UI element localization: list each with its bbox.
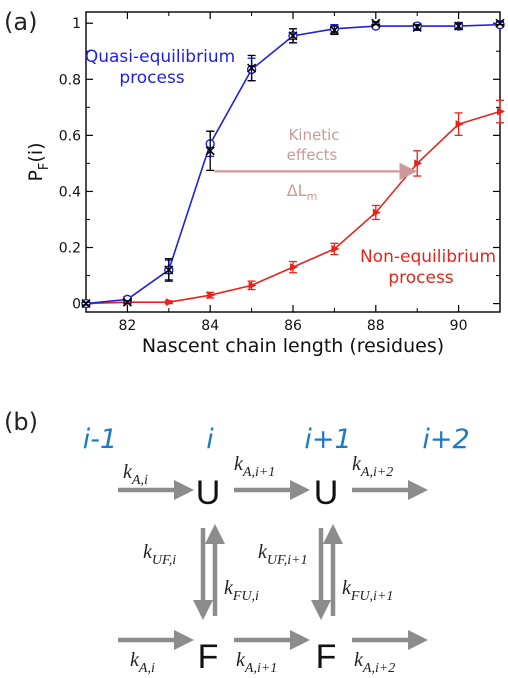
y-tick-label: 0.2 [59,241,81,257]
rate-bottom-2: kA,i+2 [354,649,395,676]
non-equilibrium-point [372,208,381,217]
panel-a-label: (a) [4,8,38,36]
rate-bottom-1: kA,i+1 [236,649,277,676]
cross-marker-point [81,299,91,309]
y-tick-label: 0.4 [59,184,81,200]
x-tick-label: 88 [367,318,385,334]
index-label-i: i [206,424,214,455]
y-tick-label: 0 [72,297,81,313]
kinetic-label-line2: effects [287,146,338,164]
index-label-i-plus-2: i+2 [422,424,469,455]
rate-top-1: kA,i+1 [234,453,275,480]
cross-marker-point [329,25,339,35]
rate-fu-i: kFU,i [224,577,259,604]
x-tick-label: 84 [201,318,219,334]
cross-marker-point [371,18,381,28]
x-tick-label: 86 [284,318,302,334]
series-layer [81,18,505,309]
state-unfolded-i-plus-1: U [314,474,339,512]
quasi-label-line2: process [119,68,184,88]
rate-bottom-0: kA,i [130,649,155,676]
non-equilibrium-point [455,120,464,129]
panel-b-label: (b) [4,408,38,436]
y-axis-label-sub: F [37,163,52,170]
non-equilibrium-point [248,281,257,290]
rate-uf-i: kUF,i [143,541,176,568]
rate-top-2: kA,i+2 [352,453,393,480]
cross-marker-point [288,31,298,41]
x-tick-label: 82 [118,318,136,334]
state-unfolded-i: U [196,474,221,512]
cross-marker-point [122,297,132,307]
y-tick-label: 1 [72,16,81,32]
non-equilibrium-point [165,298,174,307]
quasi-label-line1: Quasi-equilibrium [85,47,235,67]
delta-l-sub: m [307,190,318,203]
rate-fu-i-plus-1: kFU,i+1 [342,577,393,604]
state-folded-i-plus-1: F [316,638,337,676]
non-label-line1: Non-equilibrium [360,247,496,267]
kinetic-label-line1: Kinetic [288,126,339,144]
rate-uf-i-plus-1: kUF,i+1 [258,541,308,568]
non-equilibrium-point [497,107,505,116]
cross-marker-point [247,63,257,73]
cross-marker-point [454,21,464,31]
chart-panel-a: 82 84 86 88 90 0 0.2 0.4 0.6 0.8 1 Nascent chain l… [25,11,505,357]
cross-marker-point [164,265,174,275]
non-equilibrium-point [207,291,216,300]
y-axis-label: PF(i) [25,142,52,181]
y-tick-label: 0.6 [59,128,81,144]
x-tick-label: 90 [450,318,468,334]
non-equilibrium-point [331,244,340,253]
cross-marker-point [495,18,505,28]
index-label-i-plus-1: i+1 [304,424,351,455]
index-label-i-minus-1: i-1 [83,424,117,455]
delta-l-label: ΔLm [287,181,318,203]
rate-top-0: kA,i [123,461,148,488]
y-tick-label: 0.8 [59,72,81,88]
svg-text:PF(i): PF(i) [25,142,52,181]
y-axis-label-main: P [25,170,47,181]
axis-ticks: 82 84 86 88 90 0 0.2 0.4 0.6 0.8 1 [59,12,501,334]
state-folded-i: F [198,638,219,676]
non-equilibrium-point [290,263,298,272]
cross-marker-point [412,22,422,32]
delta-l-main: ΔL [287,181,307,200]
non-label-line2: process [388,268,453,288]
cross-marker-point [205,146,215,156]
y-axis-label-tail: (i) [25,142,47,162]
x-axis-label: Nascent chain length (residues) [142,335,444,357]
kinetic-scheme-panel-b: i-1 i i+1 i+2 U U F F kA,i kA,i+1 kA,i+2… [83,424,470,676]
